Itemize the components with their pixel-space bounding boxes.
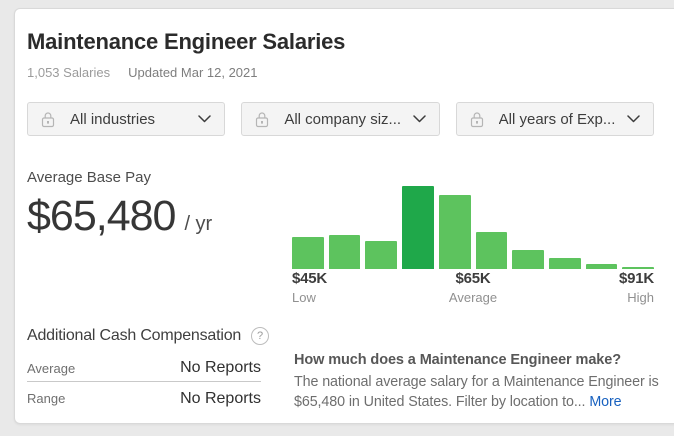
lock-icon	[470, 111, 484, 128]
average-base-pay-label: Average Base Pay	[27, 169, 151, 186]
filter-industries-label: All industries	[70, 110, 156, 128]
about-body-text: The national average salary for a Mainte…	[294, 374, 659, 410]
axis-average-value: $65K	[455, 270, 491, 287]
chevron-down-icon	[198, 115, 212, 123]
histogram-bar[interactable]	[365, 240, 398, 269]
filter-bar: All industries All company siz...	[27, 102, 654, 136]
axis-high-caption: High	[627, 290, 654, 305]
histogram-bar[interactable]	[292, 236, 324, 269]
histogram-bar[interactable]	[548, 257, 581, 269]
row-value: No Reports	[180, 389, 261, 407]
about-question: How much does a Maintenance Engineer mak…	[294, 352, 621, 368]
filter-company-size-dropdown[interactable]: All company siz...	[241, 102, 440, 136]
histogram-bar[interactable]	[622, 266, 655, 269]
more-link[interactable]: More	[589, 394, 622, 410]
meta-row: 1,053 Salaries Updated Mar 12, 2021	[27, 65, 258, 80]
filter-experience-label: All years of Exp...	[498, 110, 616, 128]
filter-experience-dropdown[interactable]: All years of Exp...	[455, 102, 654, 136]
additional-cash-header: Additional Cash Compensation ?	[27, 327, 270, 345]
histogram-bar[interactable]	[402, 186, 434, 269]
axis-average-caption: Average	[448, 290, 498, 305]
axis-low-caption: Low	[292, 290, 316, 305]
chevron-down-icon	[627, 115, 640, 123]
axis-high-value: $91K	[618, 270, 654, 287]
filter-company-size-label: All company siz...	[284, 110, 402, 128]
axis-label-low: $45K Low	[292, 271, 327, 304]
histogram-bar[interactable]	[328, 234, 361, 269]
help-icon[interactable]: ?	[251, 327, 270, 345]
additional-cash-title: Additional Cash Compensation	[27, 327, 242, 344]
histogram-bar[interactable]	[512, 249, 544, 269]
base-pay-amount: $65,480	[27, 192, 176, 240]
salaries-count: 1,053 Salaries	[27, 65, 111, 80]
histogram-bar[interactable]	[438, 195, 471, 269]
salary-card: Maintenance Engineer Salaries 1,053 Sala…	[14, 8, 674, 424]
additional-cash-row-range: Range No Reports	[27, 385, 261, 412]
chevron-down-icon	[412, 115, 426, 123]
histogram-axis-labels: $45K Low $65K Average $91K High	[292, 271, 654, 304]
histogram-bar[interactable]	[585, 263, 618, 269]
base-pay-period: / yr	[184, 213, 213, 235]
average-base-pay-value: $65,480 / yr	[27, 192, 212, 241]
axis-low-value: $45K	[292, 270, 328, 287]
histogram-bar[interactable]	[475, 231, 508, 269]
row-value: No Reports	[180, 359, 261, 376]
salary-histogram	[292, 186, 655, 269]
about-answer: The national average salary for a Mainte…	[294, 372, 674, 412]
page-title: Maintenance Engineer Salaries	[27, 29, 346, 54]
about-section: How much does a Maintenance Engineer mak…	[294, 352, 674, 412]
axis-label-high: $91K High	[619, 271, 654, 304]
row-label: Average	[27, 360, 76, 376]
additional-cash-row-average: Average No Reports	[27, 355, 261, 382]
row-label: Range	[27, 391, 66, 406]
lock-icon	[255, 111, 269, 128]
updated-date: Updated Mar 12, 2021	[128, 65, 258, 80]
axis-label-average: $65K Average	[449, 271, 497, 304]
filter-industries-dropdown[interactable]: All industries	[27, 102, 226, 136]
lock-icon	[41, 111, 55, 128]
